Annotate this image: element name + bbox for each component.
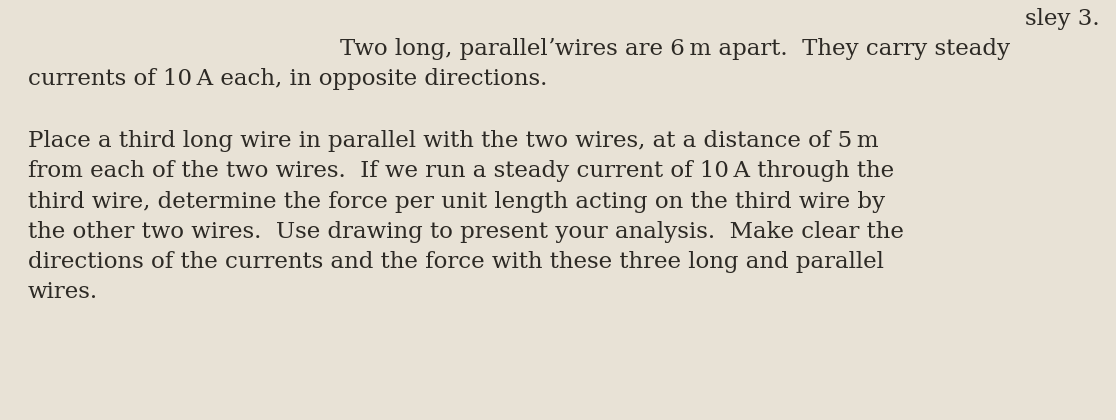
Text: from each of the two wires.  If we run a steady current of 10 A through the: from each of the two wires. If we run a …: [28, 160, 894, 182]
Text: sley 3.: sley 3.: [1026, 8, 1100, 30]
Text: wires.: wires.: [28, 281, 98, 303]
Text: third wire, determine the force per unit length acting on the third wire by: third wire, determine the force per unit…: [28, 191, 885, 213]
Text: the other two wires.  Use drawing to present your analysis.  Make clear the: the other two wires. Use drawing to pres…: [28, 221, 904, 243]
Text: Two long, parallelʼwires are 6 m apart.  They carry steady: Two long, parallelʼwires are 6 m apart. …: [340, 38, 1010, 60]
Text: Place a third long wire in parallel with the two wires, at a distance of 5 m: Place a third long wire in parallel with…: [28, 130, 878, 152]
Text: currents of 10 A each, in opposite directions.: currents of 10 A each, in opposite direc…: [28, 68, 547, 90]
Text: directions of the currents and the force with these three long and parallel: directions of the currents and the force…: [28, 251, 884, 273]
